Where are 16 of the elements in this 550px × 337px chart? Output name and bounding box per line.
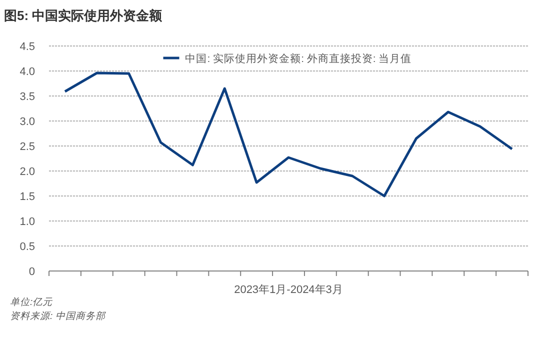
y-tick-label: 4.5 xyxy=(20,41,35,53)
legend-label: 中国: 实际使用外资金额: 外商直接投资: 当月值 xyxy=(185,52,412,65)
chart-title: 图5: 中国实际使用外资金额 xyxy=(4,8,164,23)
y-tick-label: 0.5 xyxy=(20,241,35,253)
y-tick-label: 3.5 xyxy=(20,91,35,103)
line-series xyxy=(64,72,514,198)
y-tick-label: 3.0 xyxy=(20,116,35,128)
y-tick-label: 2.5 xyxy=(20,141,35,153)
y-tick-label: 1.0 xyxy=(20,216,35,228)
text: 资料来源: 中国商务部 xyxy=(10,310,106,322)
x-axis-title: 2023年1月-2024年3月 xyxy=(234,284,343,296)
y-tick-label: 0 xyxy=(28,266,35,278)
y-tick-label: 2.0 xyxy=(20,166,35,178)
y-tick-label: 1.5 xyxy=(20,191,35,203)
text: 单位:亿元 xyxy=(10,297,54,308)
y-tick-label: 4.0 xyxy=(20,66,35,78)
